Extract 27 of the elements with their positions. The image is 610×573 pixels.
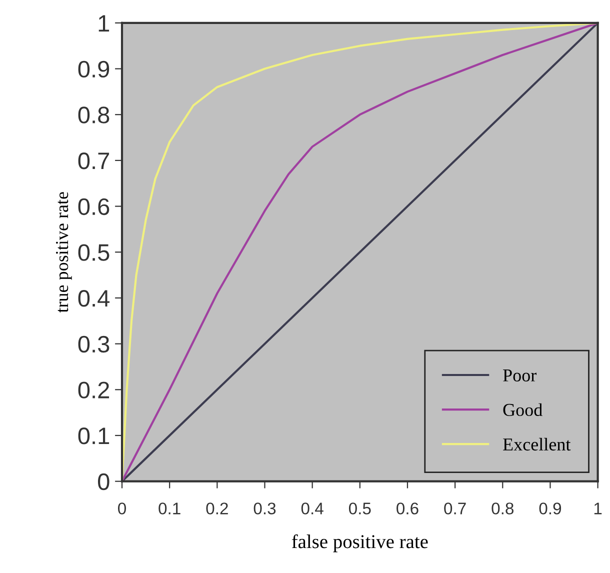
y-tick-label: 0.6 (78, 198, 110, 216)
x-axis-title: false positive rate (292, 534, 428, 552)
legend-label: Excellent (503, 438, 571, 451)
x-tick-label: 0.8 (492, 502, 514, 514)
x-tick-label: 0.4 (301, 502, 324, 514)
x-tick-label: 0.2 (206, 502, 228, 514)
y-axis-title: true positive rate (56, 192, 72, 313)
y-tick-label: 0.5 (78, 244, 110, 261)
x-tick-label: 0.6 (396, 502, 418, 514)
y-tick-label: 0.4 (78, 290, 110, 307)
legend-label: Poor (503, 369, 536, 382)
x-tick-label: 0 (118, 502, 126, 514)
x-tick-label: 0.7 (444, 502, 466, 514)
y-tick-label: 0.1 (78, 428, 110, 444)
y-tick-label: 0.7 (78, 152, 110, 170)
x-tick-label: 0.1 (158, 502, 180, 514)
y-tick-label: 0.3 (78, 336, 110, 353)
x-tick-label: 0.3 (254, 502, 276, 514)
legend-label: Good (503, 403, 542, 416)
y-tick-label: 0.2 (78, 382, 110, 398)
x-tick-label: 0.9 (539, 502, 562, 514)
x-tick-label: 0.5 (348, 502, 371, 514)
y-tick-label: 0.9 (78, 60, 110, 78)
y-tick-label: 0 (98, 473, 110, 490)
y-tick-label: 1 (98, 15, 110, 32)
x-tick-label: 1 (594, 502, 602, 514)
y-tick-label: 0.8 (78, 106, 110, 124)
